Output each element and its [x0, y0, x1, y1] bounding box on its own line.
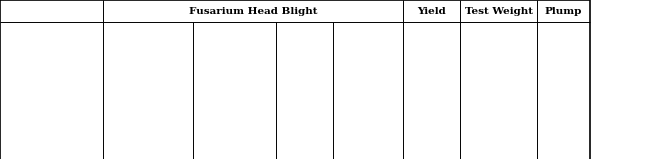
- Text: Yield: Yield: [417, 7, 446, 15]
- Text: Plump: Plump: [545, 7, 582, 15]
- Text: Test Weight: Test Weight: [465, 7, 532, 15]
- Text: Fusarium Head Blight: Fusarium Head Blight: [189, 7, 317, 15]
